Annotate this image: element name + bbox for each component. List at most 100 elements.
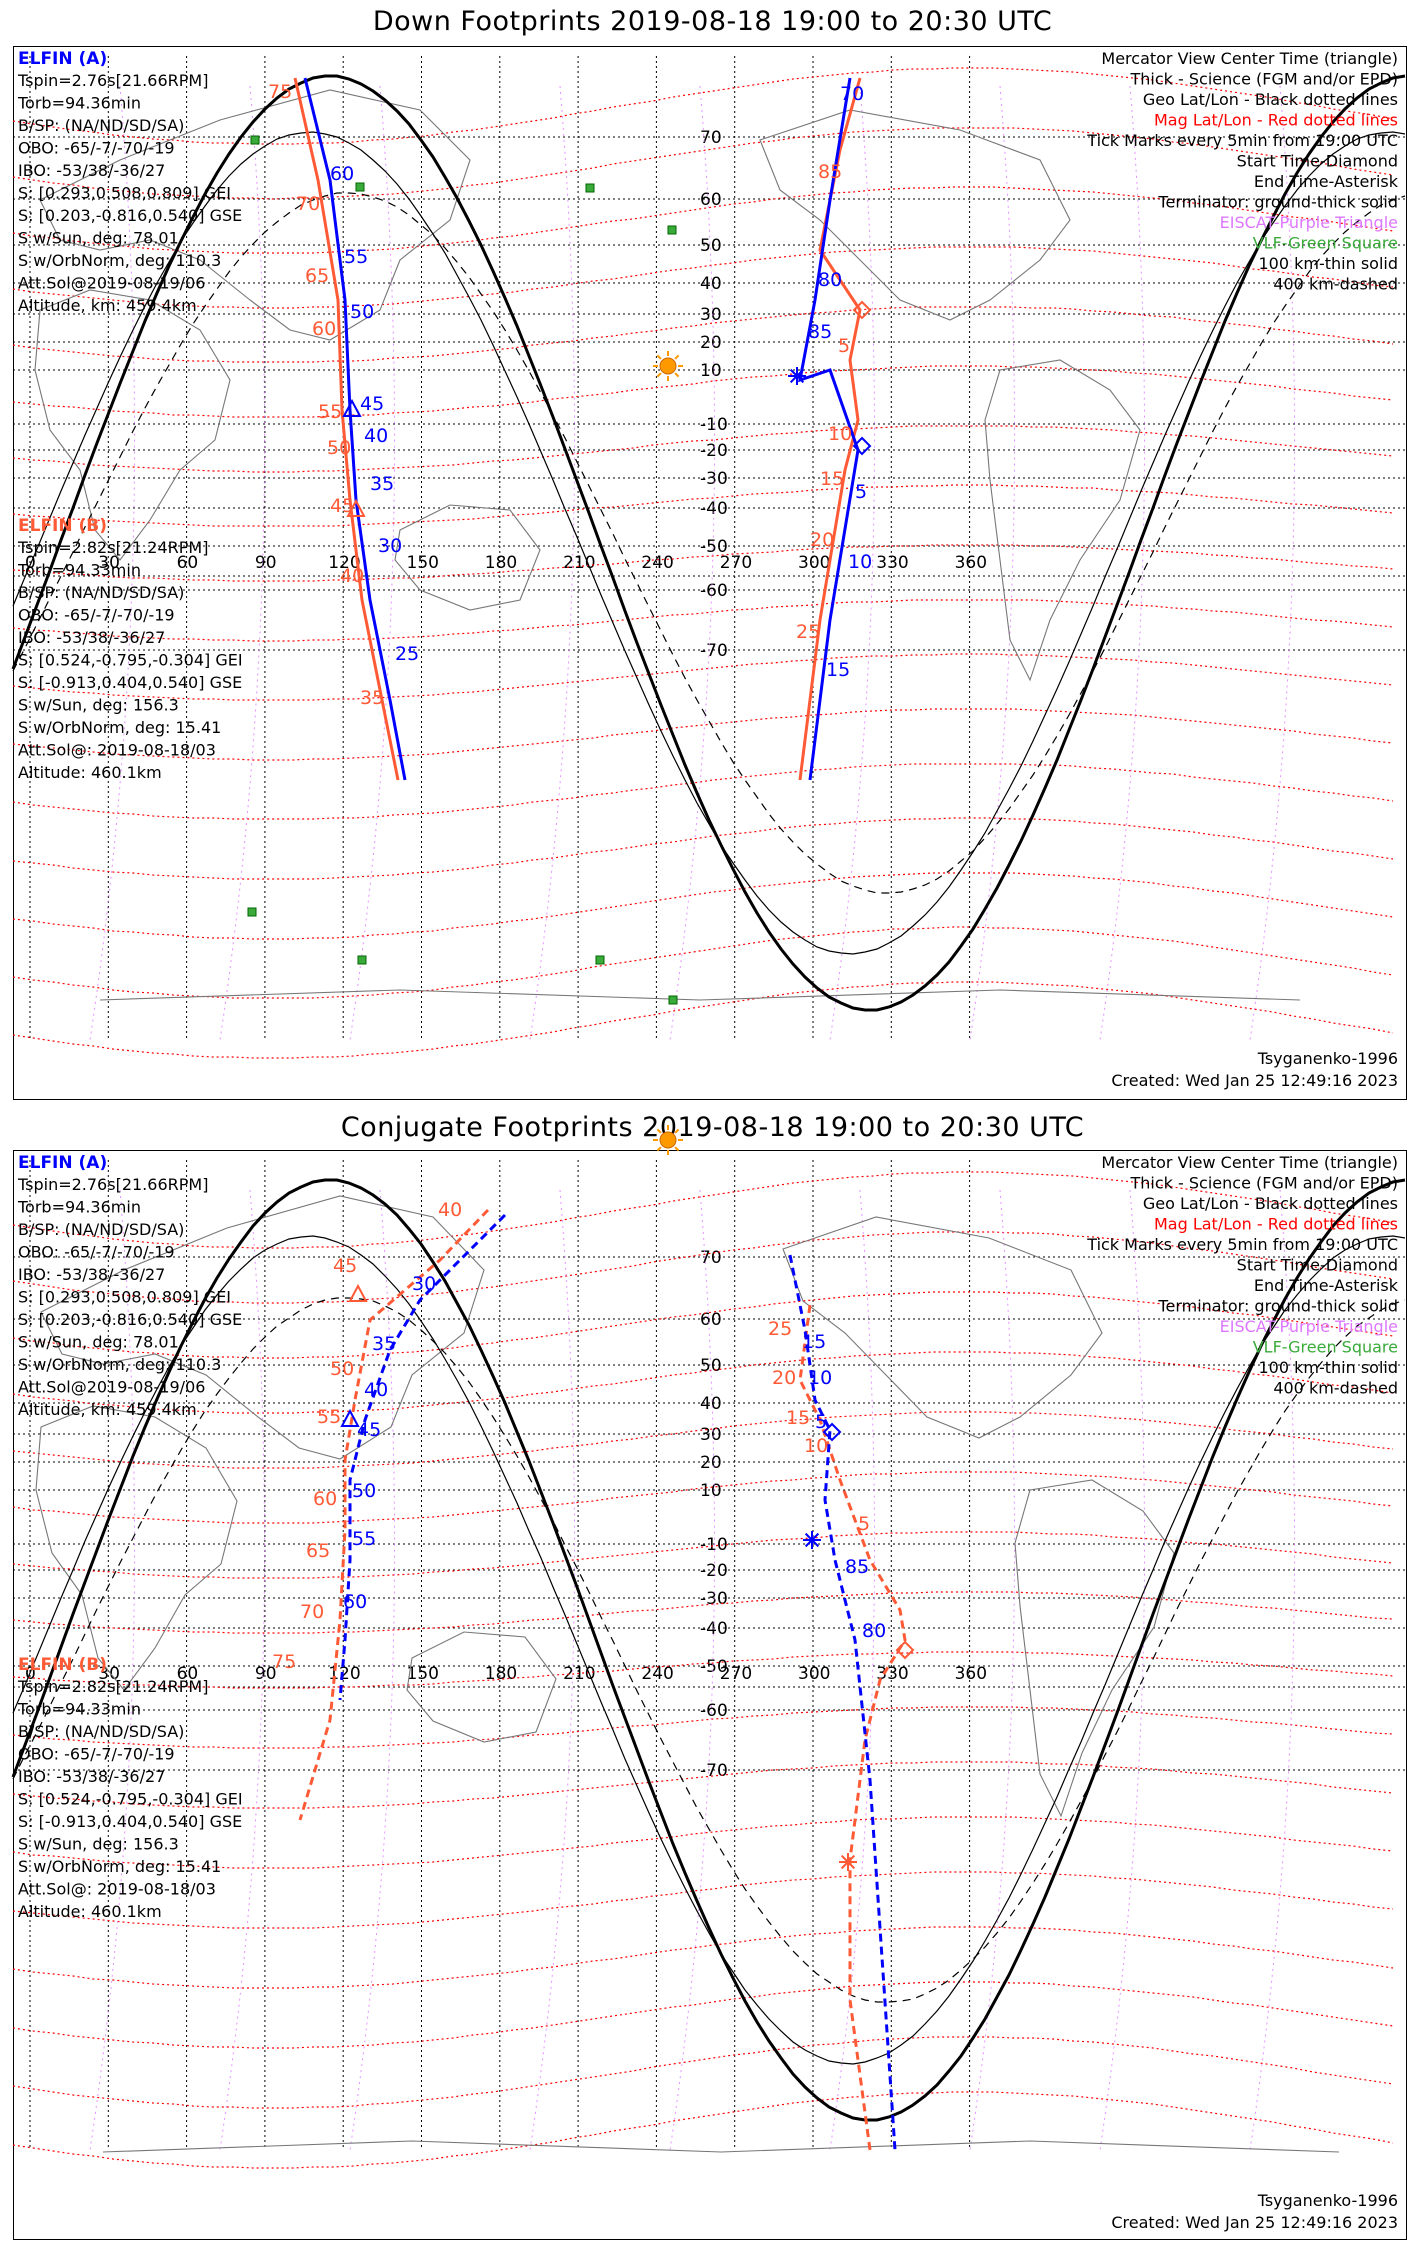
elfin-b-track-tick-label: 75 <box>272 1651 296 1673</box>
elfin-a-info-line: IBO: -53/38/-36/27 <box>18 161 165 180</box>
elfin-b-info-line: Altitude: 460.1km <box>18 1902 162 1921</box>
elfin-a-track-tick-label: 15 <box>802 1331 826 1353</box>
elfin-a-track-tick-label: 85 <box>808 321 832 343</box>
lat-tick-label: 70 <box>700 1248 722 1268</box>
legend-item: Terminator: ground-thick solid <box>1157 1297 1398 1316</box>
elfin-b-track-tick-label: 5 <box>838 335 850 357</box>
vlf-station-marker <box>247 907 257 917</box>
mag-latitude-line <box>12 67 1394 145</box>
mag-latitude-line <box>12 246 1394 309</box>
elfin-b-info-line: Tspin=2.82s[21.24RPM] <box>17 1677 208 1696</box>
continent-outlines <box>35 1195 1340 2153</box>
elfin-b-track-tick-label: 55 <box>318 401 342 423</box>
map-panel-0: 0 30 60 90 120 150 180 210 240 270 300 330 360706050… <box>11 49 1407 1090</box>
lon-tick-label: 90 <box>255 1664 277 1684</box>
mag-latitude-line <box>12 1411 1394 1469</box>
mag-meridian-line <box>1249 1189 1296 2151</box>
elfin-b-track-tick-label: 55 <box>317 1406 341 1428</box>
continent-outline <box>34 289 231 561</box>
lat-tick-label: 10 <box>700 1481 722 1501</box>
lat-tick-label: -60 <box>700 581 728 601</box>
mag-latitude-line <box>12 981 1394 1059</box>
elfin-a-track-tick-label: 80 <box>818 269 842 291</box>
lon-tick-label: 120 <box>328 553 360 573</box>
mag-meridian-line <box>669 85 716 1041</box>
mag-latitude-line <box>12 306 1394 363</box>
elfin-a-track-tick-label: 40 <box>364 425 388 447</box>
terminator-100km-line <box>12 131 1406 955</box>
continent-outline <box>1014 1479 1175 1818</box>
legend-item: 400 km-dashed <box>1273 275 1398 294</box>
elfin-b-info-line: S: [0.524,-0.795,-0.304] GEI <box>18 651 243 670</box>
elfin-a-track-tick-label: 80 <box>862 1620 886 1642</box>
elfin-b-start-diamond <box>852 300 872 320</box>
elfin-b-title: ELFIN (B) <box>18 516 107 536</box>
model-label: Tsyganenko-1996 <box>1257 2191 1398 2210</box>
lon-tick-label: 90 <box>255 553 277 573</box>
lon-tick-label: 270 <box>720 553 752 573</box>
lon-tick-label: 60 <box>177 1664 199 1684</box>
elfin-a-info-line: Att.Sol@2019-08-19/06 <box>18 274 205 293</box>
elfin-a-track-tick-label: 60 <box>330 163 354 185</box>
elfin-b-track-tick-label: 45 <box>330 495 354 517</box>
mag-latitude-line <box>12 926 1394 999</box>
elfin-a-info-line: S: [0.293,0.508,0.809] GEI <box>18 1288 231 1307</box>
lat-tick-label: 50 <box>700 236 722 256</box>
elfin-a-track-tick-label: 30 <box>378 535 402 557</box>
elfin-a-track-tick-label: 10 <box>848 551 872 573</box>
elfin-a-info-line: S w/OrbNorm, deg: 110.3 <box>18 251 221 270</box>
created-timestamp: Created: Wed Jan 25 12:49:16 2023 <box>1111 2213 1398 2232</box>
mag-meridian-line <box>349 1189 396 2151</box>
lon-tick-label: 0 <box>25 1664 36 1684</box>
lat-tick-label: 40 <box>700 274 722 294</box>
mag-grid <box>12 1171 1394 2169</box>
elfin-a-info-line: S: [0.293,0.508,0.809] GEI <box>18 184 231 203</box>
elfin-a-track-tick-label: 5 <box>855 481 867 503</box>
sun-ray <box>674 354 680 360</box>
legend-item: Thick - Science (FGM and/or EPD) <box>1130 70 1398 89</box>
map-panel-down <box>13 46 1407 1100</box>
elfin-b-track-tick-label: 20 <box>772 1367 796 1389</box>
legend-item: Start Time-Diamond <box>1237 152 1398 171</box>
elfin-b-info-line: B/SP: (NA/ND/SD/SA) <box>18 583 184 602</box>
mag-meridian-line <box>1099 1189 1146 2151</box>
mag-meridian-line <box>1099 85 1146 1041</box>
elfin-a-track-tick-label: 60 <box>343 1591 367 1613</box>
mag-latitude-line <box>12 1351 1394 1414</box>
mag-latitude-line <box>12 1871 1394 1929</box>
lon-tick-label: 180 <box>485 553 517 573</box>
lat-tick-label: -20 <box>700 441 728 461</box>
elfin-b-start-diamond <box>895 1640 915 1660</box>
lat-tick-label: -60 <box>700 1701 728 1721</box>
elfin-a-track-tick-label: 40 <box>364 1379 388 1401</box>
elfin-a-info-line: Att.Sol@2019-08-19/06 <box>18 1378 205 1397</box>
elfin-a-info-line: B/SP: (NA/ND/SD/SA) <box>18 1220 184 1239</box>
lon-tick-label: 330 <box>876 1664 908 1684</box>
lon-tick-label: 150 <box>407 553 439 573</box>
sun-icon <box>653 351 683 381</box>
elfin-b-end-asterisk <box>840 1854 856 1870</box>
legend-item: 100 km-thin solid <box>1258 254 1398 273</box>
elfin-b-info-line: IBO: -53/38/-36/27 <box>18 628 165 647</box>
vlf-station-marker <box>668 995 678 1005</box>
elfin-a-info-line: S: [0.203,-0.816,0.540] GSE <box>18 206 242 225</box>
sun-ray <box>674 372 680 378</box>
elfin-b-track-tick-label: 40 <box>340 565 364 587</box>
elfin-b-track-tick-label: 70 <box>296 193 320 215</box>
sun-ray <box>674 1128 680 1134</box>
elfin-b-track-tick-label: 25 <box>768 1318 792 1340</box>
elfin-b-track-tick-label: 60 <box>313 1488 337 1510</box>
elfin-a-title: ELFIN (A) <box>18 49 107 69</box>
lat-tick-label: -30 <box>700 469 728 489</box>
elfin-b-track-tick-label: 50 <box>330 1358 354 1380</box>
sun-disc <box>659 357 677 375</box>
lat-tick-label: 10 <box>700 361 722 381</box>
lat-tick-label: -40 <box>700 499 728 519</box>
geo-grid <box>13 1160 1407 2150</box>
mag-latitude-line <box>12 1591 1394 1634</box>
lon-tick-label: 150 <box>407 1664 439 1684</box>
continent-outline <box>102 2140 1340 2153</box>
lon-tick-label: 270 <box>720 1664 752 1684</box>
lat-tick-label: -10 <box>700 415 728 435</box>
